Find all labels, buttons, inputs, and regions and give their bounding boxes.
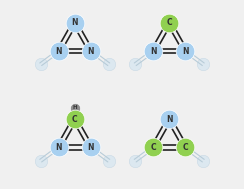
Point (201, 63, 205, 66)
Text: C: C (150, 143, 156, 152)
Point (89, 50, 93, 53)
Text: N: N (71, 18, 78, 27)
Point (73, 106, 77, 109)
Point (107, 63, 111, 66)
Point (167, 118, 171, 121)
Point (73, 118, 77, 121)
Point (107, 159, 111, 162)
Point (167, 21, 171, 24)
Point (57, 50, 61, 53)
Point (151, 50, 155, 53)
Text: N: N (55, 143, 62, 152)
Point (39, 63, 43, 66)
Point (73, 21, 77, 24)
Text: N: N (88, 143, 94, 152)
Text: N: N (182, 46, 189, 56)
Text: N: N (55, 46, 62, 56)
Point (201, 159, 205, 162)
Point (183, 50, 187, 53)
Point (151, 146, 155, 149)
Point (39, 159, 43, 162)
Point (89, 146, 93, 149)
Text: C: C (72, 115, 78, 124)
Text: N: N (150, 46, 156, 56)
Point (133, 159, 137, 162)
Text: N: N (88, 46, 94, 56)
Point (133, 63, 137, 66)
Text: C: C (183, 143, 188, 152)
Text: N: N (166, 115, 173, 124)
Text: H: H (72, 105, 77, 110)
Text: C: C (166, 18, 172, 27)
Point (57, 146, 61, 149)
Point (183, 146, 187, 149)
